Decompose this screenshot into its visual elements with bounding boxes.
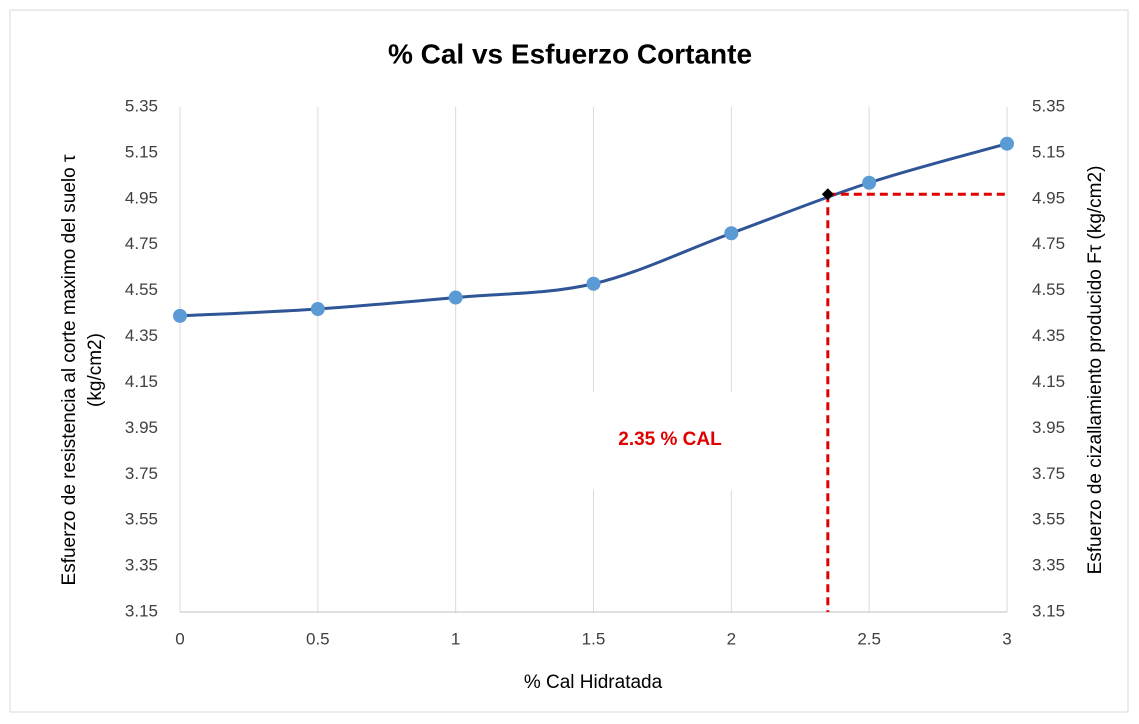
y-axis-title: Esfuerzo de resistencia al corte maximo … [59, 154, 80, 585]
y2-tick-label: 4.95 [1032, 188, 1065, 207]
y2-tick-label: 3.35 [1032, 556, 1065, 575]
x-tick-label: 0 [175, 629, 184, 648]
x-tick-label: 0.5 [306, 629, 330, 648]
y2-tick-label: 3.55 [1032, 510, 1065, 529]
y2-tick-label: 4.55 [1032, 280, 1065, 299]
y2-tick-label: 3.95 [1032, 418, 1065, 437]
y2-tick-label: 4.15 [1032, 372, 1065, 391]
annotation-box [590, 392, 750, 490]
point [862, 175, 877, 190]
y2-tick-label: 4.75 [1032, 234, 1065, 253]
chart-title: % Cal vs Esfuerzo Cortante [388, 38, 752, 69]
point [586, 276, 601, 291]
x-tick-label: 2.5 [857, 629, 881, 648]
point [1000, 136, 1014, 151]
y-axis-title: (kg/cm2) [85, 333, 106, 407]
point [310, 302, 325, 316]
y2-tick-label: 3.15 [1032, 601, 1065, 620]
y-tick-label: 4.35 [125, 326, 158, 345]
y2-tick-label: 4.35 [1032, 326, 1065, 345]
y2-tick-label: 5.15 [1032, 142, 1065, 161]
y2-tick-label: 5.35 [1032, 96, 1065, 115]
chart-frame [9, 9, 1129, 713]
y2-tick-label: 3.75 [1032, 464, 1065, 483]
y-tick-label: 3.35 [125, 556, 158, 575]
annotation: 2.35 % CAL [618, 429, 722, 450]
y-tick-label: 3.55 [125, 510, 158, 529]
y-tick-label: 3.15 [125, 601, 158, 620]
highlight-point [821, 188, 834, 201]
x-tick-label: 3 [1002, 629, 1011, 648]
y-tick-label: 5.35 [125, 96, 158, 115]
y-tick-label: 3.75 [125, 464, 158, 483]
y-tick-label: 3.95 [125, 418, 158, 437]
x-tick-label: 1 [451, 629, 460, 648]
y-tick-label: 4.15 [125, 372, 158, 391]
point [724, 226, 739, 241]
y-tick-label: 5.15 [125, 142, 158, 161]
y-tick-label: 4.75 [125, 234, 158, 253]
point [448, 290, 463, 305]
y-tick-label: 4.95 [125, 188, 158, 207]
x-axis-title: % Cal Hidratada [524, 672, 663, 693]
point [173, 308, 187, 323]
y2-axis-title: Esfuerzo de cizallamiento producido Fτ (… [1085, 166, 1106, 575]
x-tick-label: 2 [727, 629, 736, 648]
x-tick-label: 1.5 [582, 629, 606, 648]
y-tick-label: 4.55 [125, 280, 158, 299]
